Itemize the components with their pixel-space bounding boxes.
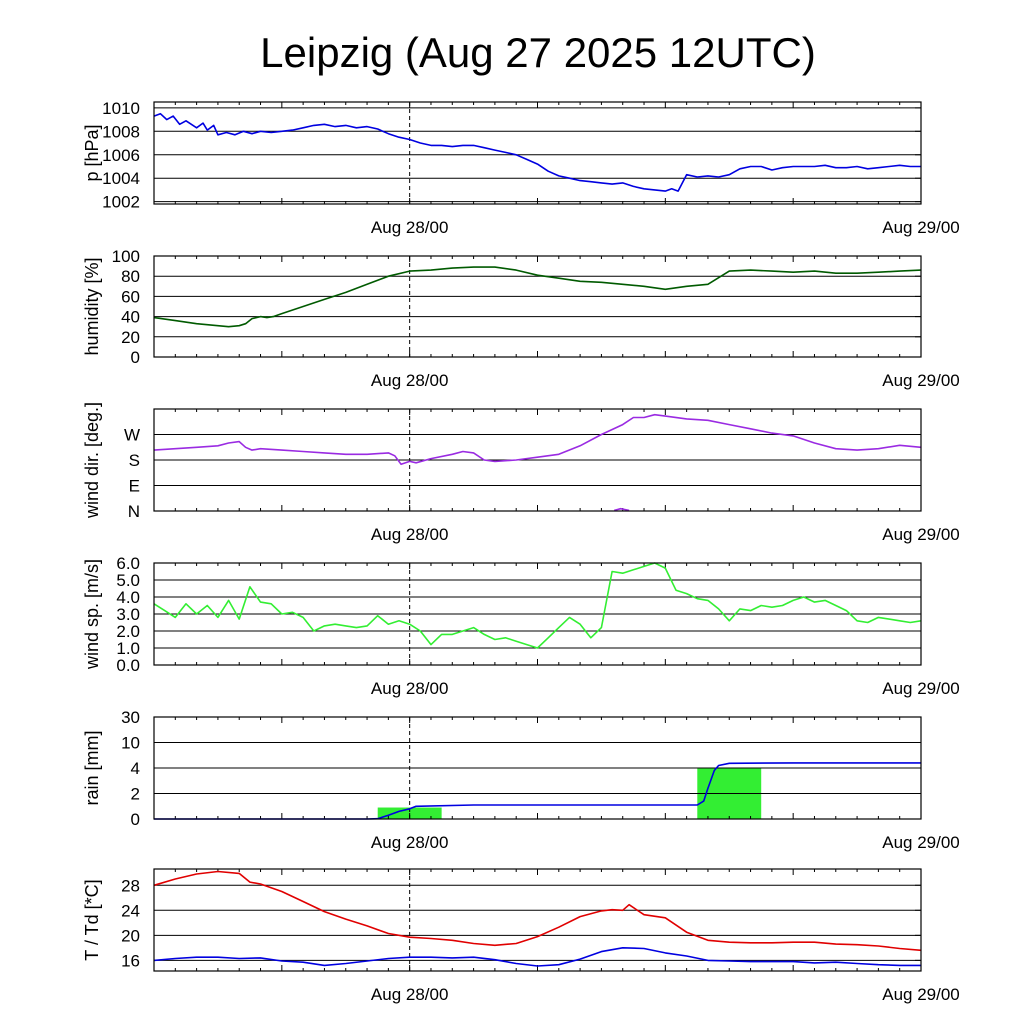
humidity-frame bbox=[153, 255, 922, 358]
wind-speed-y-tick-label: 2.0 bbox=[116, 622, 140, 641]
rain-y-tick-label: 4 bbox=[131, 759, 140, 778]
pressure-y-tick-label: 1010 bbox=[102, 99, 140, 118]
pressure-y-tick-label: 1004 bbox=[102, 169, 140, 188]
wind-dir-y-tick-label: N bbox=[128, 502, 140, 521]
pressure-y-tick-label: 1002 bbox=[102, 193, 140, 212]
wind-dir-x-tick-label: Aug 29/00 bbox=[882, 525, 960, 544]
wind-dir-x-tick-label: Aug 28/00 bbox=[371, 525, 449, 544]
rain-frame bbox=[153, 716, 922, 820]
wind-speed-y-tick-label: 3.0 bbox=[116, 605, 140, 624]
wind-speed-y-tick-label: 0.0 bbox=[116, 656, 140, 675]
rain-y-tick-label: 0 bbox=[131, 810, 140, 829]
wind-speed-series-0 bbox=[153, 562, 922, 649]
pressure-frame bbox=[153, 101, 922, 205]
wind-speed-frame bbox=[153, 562, 922, 666]
temperature-y-tick-label: 16 bbox=[121, 951, 140, 970]
temperature-frame bbox=[153, 868, 922, 972]
humidity-y-tick-label: 0 bbox=[131, 348, 140, 367]
temperature-panel: 16 20 24 28 T / Td [*C] Aug 28/00 Aug 29/00 bbox=[82, 868, 960, 1004]
wind-dir-series-0 bbox=[153, 413, 922, 466]
temperature-y-tick-label: 24 bbox=[121, 901, 140, 920]
wind-dir-y-axis-label: wind dir. [deg.] bbox=[82, 402, 102, 519]
rain-panel: 0 2 4 10 30 rain [mm] Aug 28/00 Aug 29/00 bbox=[82, 708, 960, 852]
wind-speed-x-tick-label: Aug 28/00 bbox=[371, 679, 449, 698]
wind-dir-y-tick-label: E bbox=[129, 477, 140, 496]
wind-speed-y-axis-label: wind sp. [m/s] bbox=[82, 559, 102, 670]
humidity-y-tick-label: 80 bbox=[121, 267, 140, 286]
chart-title: Leipzig (Aug 27 2025 12UTC) bbox=[260, 29, 816, 76]
humidity-series-0 bbox=[153, 266, 922, 328]
humidity-y-tick-label: 100 bbox=[112, 247, 140, 266]
wind-speed-y-tick-label: 4.0 bbox=[116, 588, 140, 607]
temperature-x-tick-label: Aug 29/00 bbox=[882, 985, 960, 1004]
wind-speed-y-tick-label: 6.0 bbox=[116, 554, 140, 573]
rain-y-axis-label: rain [mm] bbox=[82, 730, 102, 805]
temperature-y-tick-label: 28 bbox=[121, 876, 140, 895]
rain-y-tick-label: 2 bbox=[131, 785, 140, 804]
humidity-y-tick-label: 40 bbox=[121, 308, 140, 327]
humidity-x-tick-label: Aug 28/00 bbox=[371, 371, 449, 390]
rain-series-0 bbox=[154, 762, 921, 820]
temperature-y-tick-label: 20 bbox=[121, 926, 140, 945]
wind-speed-y-tick-label: 5.0 bbox=[116, 571, 140, 590]
wind-speed-x-tick-label: Aug 29/00 bbox=[882, 679, 960, 698]
pressure-y-tick-label: 1006 bbox=[102, 146, 140, 165]
temperature-x-tick-label: Aug 28/00 bbox=[371, 985, 449, 1004]
pressure-x-tick-label: Aug 29/00 bbox=[882, 218, 960, 237]
humidity-y-tick-label: 60 bbox=[121, 287, 140, 306]
wind-dir-y-tick-label: W bbox=[124, 426, 140, 445]
temperature-y-axis-label: T / Td [*C] bbox=[82, 879, 102, 960]
rain-x-tick-label: Aug 28/00 bbox=[371, 833, 449, 852]
pressure-series-0 bbox=[153, 112, 921, 192]
wind-speed-y-tick-label: 1.0 bbox=[116, 639, 140, 658]
temperature-series-1 bbox=[153, 946, 921, 967]
humidity-y-axis-label: humidity [%] bbox=[82, 257, 102, 355]
pressure-y-axis-label: p [hPa] bbox=[82, 124, 102, 181]
rain-y-tick-label: 10 bbox=[121, 734, 140, 753]
temperature-series-0 bbox=[153, 870, 922, 952]
wind-dir-y-tick-label: S bbox=[129, 451, 140, 470]
wind-speed-panel: 0.01.02.03.04.05.06.0 wind sp. [m/s] Aug 2… bbox=[82, 554, 960, 698]
pressure-x-tick-label: Aug 28/00 bbox=[371, 218, 449, 237]
wind-dir-frame bbox=[153, 408, 922, 512]
humidity-y-tick-label: 20 bbox=[121, 328, 140, 347]
rain-x-tick-label: Aug 29/00 bbox=[882, 833, 960, 852]
humidity-x-tick-label: Aug 29/00 bbox=[882, 371, 960, 390]
pressure-y-tick-label: 1008 bbox=[102, 122, 140, 141]
rain-y-tick-label: 30 bbox=[121, 708, 140, 727]
wind-dir-series-1 bbox=[613, 507, 630, 512]
